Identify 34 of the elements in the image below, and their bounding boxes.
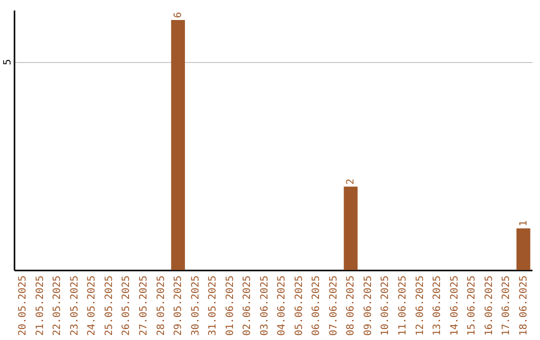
data-label: 2 xyxy=(346,178,357,185)
x-tick-label: 24.05.2025 xyxy=(86,276,98,336)
x-tick-label: 02.06.2025 xyxy=(242,276,254,336)
x-tick-label: 27.05.2025 xyxy=(138,276,150,336)
x-tick-label: 10.06.2025 xyxy=(380,276,392,336)
x-tick-label: 26.05.2025 xyxy=(121,276,132,336)
x-tick-label: 12.06.2025 xyxy=(414,276,426,336)
x-tick-label: 20.05.2025 xyxy=(18,276,29,336)
x-tick-label: 07.06.2025 xyxy=(328,276,340,336)
x-tick-label: 11.06.2025 xyxy=(398,276,408,336)
x-tick-label: 18.06.2025 xyxy=(518,276,530,336)
x-tick-label: 25.05.2025 xyxy=(104,276,115,336)
x-tick-label: 17.06.2025 xyxy=(501,276,512,336)
x-tick-label: 30.05.2025 xyxy=(190,276,202,336)
x-tick-label: 21.05.2025 xyxy=(34,276,46,336)
x-tick-label: 05.06.2025 xyxy=(294,276,305,336)
x-tick-label: 08.06.2025 xyxy=(346,276,357,336)
x-tick-label: 09.06.2025 xyxy=(362,276,374,336)
x-tick-label: 16.06.2025 xyxy=(484,276,495,336)
data-label: 6 xyxy=(173,12,184,18)
x-tick-label: 28.05.2025 xyxy=(156,276,167,336)
y-tick-label: 5 xyxy=(2,59,14,66)
x-tick-label: 03.06.2025 xyxy=(259,276,270,336)
data-label: 1 xyxy=(518,220,530,226)
x-tick-label: 01.06.2025 xyxy=(224,276,236,336)
x-tick-label: 14.06.2025 xyxy=(449,276,460,336)
x-tick-label: 31.05.2025 xyxy=(208,276,219,336)
x-tick-label: 04.06.2025 xyxy=(276,276,288,336)
x-tick-label: 15.06.2025 xyxy=(466,276,478,336)
x-tick-label: 29.05.2025 xyxy=(173,276,184,336)
x-tick-label: 06.06.2025 xyxy=(311,276,322,336)
x-tick-label: 23.05.2025 xyxy=(69,276,80,336)
x-tick-label: 22.05.2025 xyxy=(52,276,64,336)
x-tick-label: 13.06.2025 xyxy=(432,276,444,336)
